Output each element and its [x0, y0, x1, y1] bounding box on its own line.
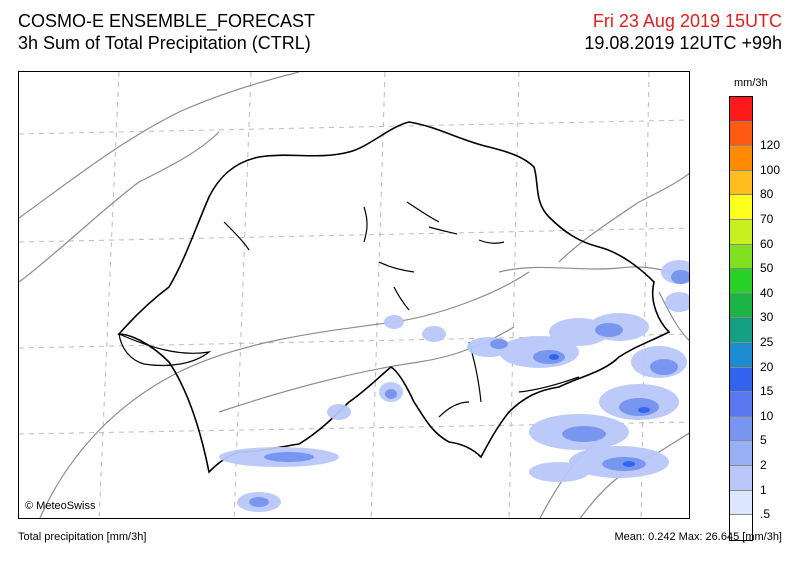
copyright-label: © MeteoSwiss — [25, 500, 96, 512]
legend-label: 25 — [760, 335, 774, 349]
legend-swatch — [730, 465, 752, 491]
legend-swatch — [730, 121, 752, 147]
legend-label: 60 — [760, 236, 774, 251]
precipitation-field — [219, 260, 689, 512]
legend-swatch — [730, 392, 752, 417]
legend-swatch — [730, 170, 752, 196]
legend-swatch — [730, 269, 752, 294]
legend-swatch — [730, 244, 752, 270]
valid-time: Fri 23 Aug 2019 15UTC — [592, 11, 782, 31]
model-title: COSMO-E ENSEMBLE_FORECAST — [18, 11, 316, 31]
legend-label: 15 — [760, 384, 774, 399]
legend-swatch — [730, 293, 752, 319]
legend-swatch — [730, 342, 752, 368]
footer-stats: Mean: 0.242 Max: 26.645 [mm/3h] — [614, 531, 782, 543]
legend-swatch — [730, 367, 752, 393]
legend-swatch — [730, 416, 752, 442]
legend-label: 10 — [760, 408, 774, 423]
legend-swatch — [730, 490, 752, 516]
legend-label: 5 — [760, 433, 767, 448]
legend-swatch — [730, 318, 752, 343]
footer-variable: Total precipitation [mm/3h] — [18, 531, 147, 543]
color-legend — [729, 96, 753, 541]
lakes — [118, 201, 580, 418]
legend-swatch — [730, 195, 752, 220]
legend-label: 120 — [760, 138, 781, 153]
legend-swatch — [730, 97, 752, 122]
legend-swatch — [730, 146, 752, 171]
legend-label: 1 — [760, 482, 767, 497]
legend-label: 80 — [760, 187, 774, 202]
legend-label: 40 — [760, 285, 774, 300]
legend-label: 70 — [760, 212, 774, 226]
legend-swatch — [730, 219, 752, 245]
title-block: COSMO-E ENSEMBLE_FORECAST 3h Sum of Tota… — [18, 10, 315, 54]
legend-label: .5 — [760, 507, 771, 522]
product-title: 3h Sum of Total Precipitation (CTRL) — [18, 33, 311, 53]
lat-lon-grid — [19, 72, 689, 518]
legend-unit: mm/3h — [734, 77, 768, 89]
legend-label: 30 — [760, 310, 774, 325]
switzerland-border — [117, 121, 671, 474]
legend-label: 100 — [760, 162, 781, 177]
time-block: Fri 23 Aug 2019 15UTC 19.08.2019 12UTC +… — [584, 10, 782, 54]
legend-label: 50 — [760, 261, 774, 276]
legend-label: 20 — [760, 359, 774, 374]
legend-label: 2 — [760, 458, 767, 472]
legend-swatch — [730, 441, 752, 466]
legend-swatch — [730, 515, 752, 540]
precipitation-map: © MeteoSwiss — [18, 71, 690, 519]
map-canvas — [19, 72, 689, 518]
run-info: 19.08.2019 12UTC +99h — [584, 33, 782, 53]
